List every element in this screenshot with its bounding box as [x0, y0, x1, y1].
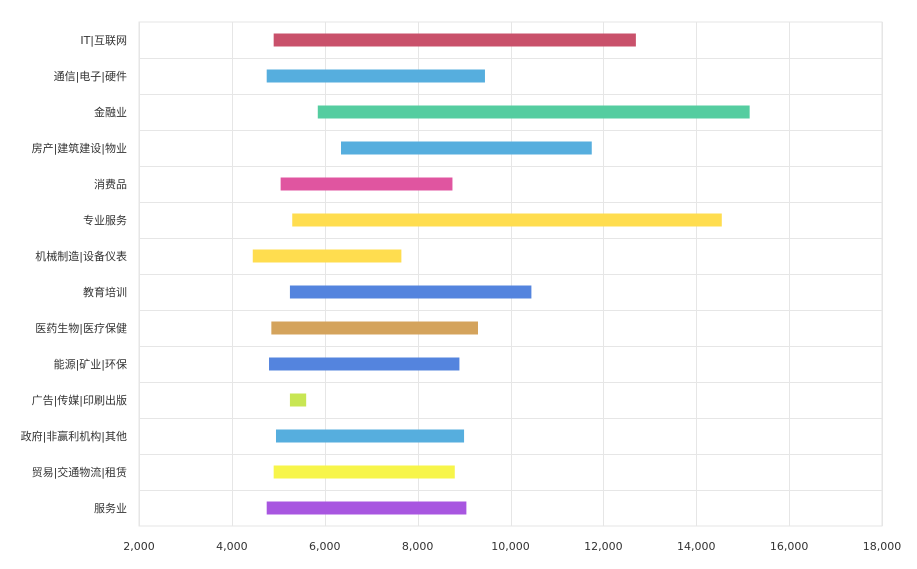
category-label: 机械制造|设备仪表	[35, 249, 127, 263]
category-label: 政府|非赢利机构|其他	[21, 429, 127, 443]
x-tick-label: 12,000	[584, 540, 623, 553]
x-tick-label: 4,000	[216, 540, 248, 553]
bar[interactable]	[341, 141, 592, 155]
category-label: 贸易|交通物流|租赁	[32, 465, 127, 479]
x-tick-label: 16,000	[770, 540, 809, 553]
category-label: IT|互联网	[80, 34, 127, 47]
bar[interactable]	[289, 393, 307, 407]
x-tick-label: 8,000	[402, 540, 434, 553]
bar[interactable]	[317, 105, 750, 119]
category-label: 通信|电子|硬件	[54, 70, 127, 83]
bar[interactable]	[292, 213, 722, 227]
bar[interactable]	[289, 285, 532, 299]
category-label: 教育培训	[83, 285, 127, 299]
bar[interactable]	[273, 33, 636, 47]
bar[interactable]	[269, 357, 460, 371]
grid-lines	[138, 21, 883, 527]
x-tick-label: 18,000	[863, 540, 902, 553]
category-label: 能源|矿业|环保	[54, 357, 127, 371]
category-labels: IT|互联网通信|电子|硬件金融业房产|建筑建设|物业消费品专业服务机械制造|设…	[21, 34, 127, 515]
bar[interactable]	[271, 321, 478, 335]
bar[interactable]	[252, 249, 402, 263]
category-label: 金融业	[94, 105, 127, 119]
bar[interactable]	[275, 429, 465, 443]
x-tick-label: 10,000	[491, 540, 530, 553]
bar[interactable]	[280, 177, 453, 191]
category-label: 广告|传媒|印刷出版	[32, 393, 127, 407]
bar[interactable]	[266, 501, 467, 515]
x-tick-label: 6,000	[309, 540, 341, 553]
category-label: 服务业	[94, 502, 127, 515]
category-label: 专业服务	[83, 213, 127, 227]
category-label: 医药生物|医疗保健	[35, 321, 127, 335]
bar[interactable]	[266, 69, 485, 83]
category-label: 房产|建筑建设|物业	[32, 141, 127, 155]
bar[interactable]	[273, 465, 455, 479]
x-tick-labels: 2,000 4,000 6,000 8,000 10,000 12,000 14,000 16…	[123, 540, 901, 553]
x-tick-label: 14,000	[677, 540, 716, 553]
category-label: 消费品	[94, 177, 127, 191]
x-tick-label: 2,000	[123, 540, 155, 553]
bars-group	[252, 33, 750, 515]
